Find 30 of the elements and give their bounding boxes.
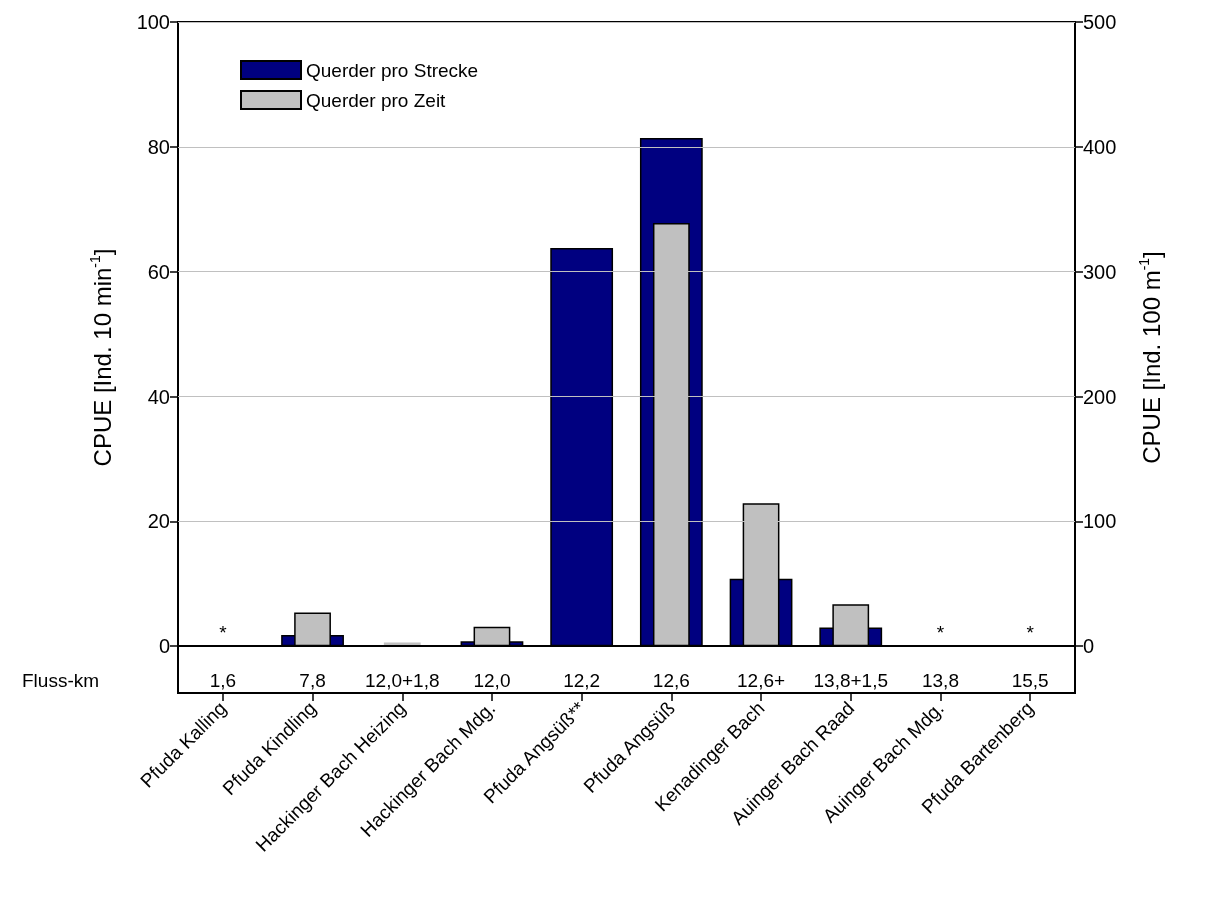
legend-label: Querder pro Strecke (306, 59, 479, 81)
y-tick-label: 20 (147, 510, 170, 533)
y-tick-label: 0 (158, 635, 170, 658)
y2-tick-label: 500 (1083, 11, 1117, 33)
y2-tick-label: 100 (1083, 510, 1117, 533)
annotation: 12,0 (473, 669, 511, 691)
text: Fluss-km (22, 669, 100, 691)
y2-tick-label: 200 (1083, 385, 1117, 408)
annotation: 12,2 (563, 669, 601, 691)
annotation: 15,5 (1011, 669, 1049, 691)
annotation: * (936, 621, 945, 643)
y2-tick-label: 0 (1083, 635, 1095, 658)
y-tick-label: 100 (136, 11, 170, 33)
annotation: * (219, 621, 228, 643)
annotation: 7,8 (299, 669, 326, 691)
y2-axis-title: CPUE [Ind. 100 m-1] (1136, 251, 1165, 464)
y-tick-label: 60 (147, 260, 170, 283)
annotation: 12,0+1,8 (365, 669, 440, 691)
legend-label: Querder pro Zeit (306, 89, 447, 111)
y-tick-label: 80 (147, 135, 170, 158)
annotation: 12,6 (652, 669, 690, 691)
y-tick-label: 40 (147, 385, 170, 408)
annotation: * (1026, 621, 1035, 643)
annotation: 1,6 (209, 669, 237, 691)
annotation: 13,8+1,5 (813, 669, 888, 691)
y2-tick-label: 400 (1083, 135, 1117, 158)
annotation: 13,8 (921, 669, 959, 691)
annotation: 12,6+ (737, 669, 786, 691)
y2-tick-label: 300 (1083, 260, 1117, 283)
y-axis-title: CPUE [Ind. 10 min-1] (87, 248, 116, 467)
